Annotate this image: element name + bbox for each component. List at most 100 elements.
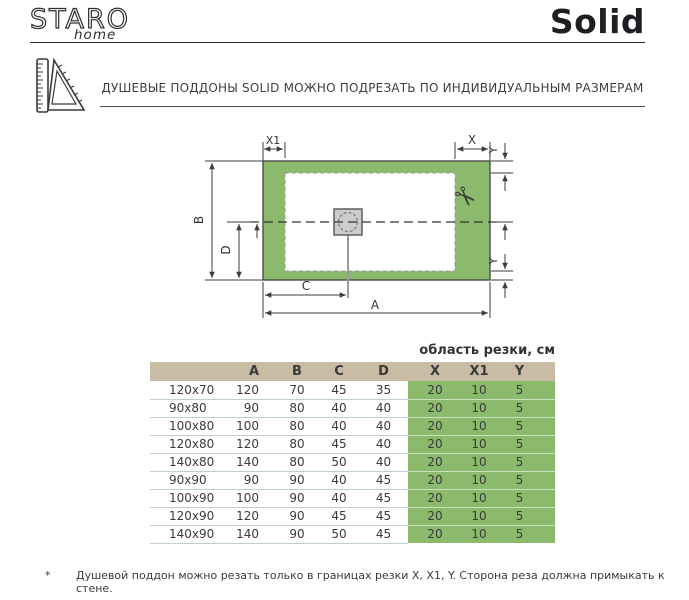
value-cell: 10 (462, 525, 502, 544)
table-row: 100x80 100 80 40 40 20 10 5 (150, 417, 555, 436)
value-cell: 50 (319, 453, 359, 472)
value-cell: 45 (359, 471, 408, 490)
value-cell: 80 (275, 417, 319, 436)
value-cell: 40 (359, 453, 408, 472)
value-cell: 20 (408, 381, 462, 400)
value-cell: 5 (502, 435, 555, 454)
value-cell: 90 (225, 471, 275, 490)
value-cell: 90 (275, 471, 319, 490)
value-cell: 20 (408, 417, 462, 436)
value-cell: 10 (462, 489, 502, 508)
value-cell: 45 (359, 489, 408, 508)
value-cell: 10 (462, 417, 502, 436)
banner-text: ДУШЕВЫЕ ПОДДОНЫ SOLID МОЖНО ПОДРЕЗАТЬ ПО… (101, 81, 644, 95)
table-row: 100x90 100 90 40 45 20 10 5 (150, 489, 555, 508)
value-cell: 40 (359, 417, 408, 436)
value-cell: 120 (225, 381, 275, 400)
value-cell: 10 (462, 453, 502, 472)
value-cell: 120 (225, 435, 275, 454)
value-cell: 90 (275, 525, 319, 544)
value-cell: 80 (275, 453, 319, 472)
value-cell: 5 (502, 507, 555, 526)
value-cell: 100 (225, 417, 275, 436)
value-cell: 45 (359, 525, 408, 544)
value-cell: 20 (408, 471, 462, 490)
value-cell: 100 (225, 489, 275, 508)
value-cell: 70 (275, 381, 319, 400)
label-a: A (371, 298, 380, 312)
header-divider (30, 42, 645, 43)
size-cell: 100x80 (150, 417, 225, 436)
value-cell: 5 (502, 381, 555, 400)
size-table: A B C D X X1 Y 120x70 120 70 45 35 20 10 5 90x80… (150, 362, 555, 544)
label-x1: X1 (266, 134, 281, 147)
label-c: C (302, 279, 310, 293)
label-x: X (468, 133, 476, 147)
size-cell: 140x90 (150, 525, 225, 544)
col-a: A (225, 362, 275, 381)
table-row: 90x80 90 80 40 40 20 10 5 (150, 399, 555, 418)
value-cell: 10 (462, 381, 502, 400)
value-cell: 10 (462, 471, 502, 490)
size-table-body: 120x70 120 70 45 35 20 10 5 90x80 90 80 40 40 20 10 5 10… (150, 381, 555, 544)
col-d: D (359, 362, 408, 381)
value-cell: 5 (502, 525, 555, 544)
col-c: C (319, 362, 359, 381)
col-size (150, 362, 225, 381)
brand-logo: STARO home (29, 4, 131, 43)
value-cell: 140 (225, 525, 275, 544)
tray-cutting-diagram: B D X1 X Y Y C A ✂ (192, 133, 513, 318)
value-cell: 20 (408, 507, 462, 526)
page-title: Solid (549, 2, 645, 41)
value-cell: 45 (319, 381, 359, 400)
size-cell: 120x70 (150, 381, 225, 400)
value-cell: 20 (408, 435, 462, 454)
cut-area-title: область резки, см (419, 343, 555, 358)
size-cell: 100x90 (150, 489, 225, 508)
value-cell: 40 (319, 399, 359, 418)
value-cell: 40 (319, 471, 359, 490)
value-cell: 10 (462, 507, 502, 526)
value-cell: 120 (225, 507, 275, 526)
size-cell: 120x90 (150, 507, 225, 526)
label-y-top: Y (487, 146, 500, 154)
brand-sub-name: home (74, 27, 117, 43)
value-cell: 80 (275, 435, 319, 454)
brand-name: STARO (29, 4, 131, 35)
value-cell: 5 (502, 453, 555, 472)
value-cell: 10 (462, 399, 502, 418)
value-cell: 20 (408, 525, 462, 544)
size-cell: 140x80 (150, 453, 225, 472)
value-cell: 20 (408, 489, 462, 508)
value-cell: 20 (408, 399, 462, 418)
table-row: 140x80 140 80 50 40 20 10 5 (150, 453, 555, 472)
value-cell: 10 (462, 435, 502, 454)
value-cell: 40 (359, 399, 408, 418)
value-cell: 20 (408, 453, 462, 472)
banner-divider (100, 106, 645, 107)
table-row: 90x90 90 90 40 45 20 10 5 (150, 471, 555, 490)
col-x: X (408, 362, 462, 381)
label-d: D (219, 245, 233, 254)
col-b: B (275, 362, 319, 381)
ruler-triangle-icon (36, 57, 86, 113)
value-cell: 45 (319, 435, 359, 454)
value-cell: 90 (225, 399, 275, 418)
table-row: 120x90 120 90 45 45 20 10 5 (150, 507, 555, 526)
value-cell: 140 (225, 453, 275, 472)
value-cell: 45 (319, 507, 359, 526)
value-cell: 5 (502, 489, 555, 508)
value-cell: 40 (359, 435, 408, 454)
col-x1: X1 (462, 362, 502, 381)
table-row: 140x90 140 90 50 45 20 10 5 (150, 525, 555, 544)
value-cell: 5 (502, 399, 555, 418)
size-cell: 90x90 (150, 471, 225, 490)
label-b: B (192, 216, 206, 224)
col-y: Y (502, 362, 555, 381)
size-cell: 90x80 (150, 399, 225, 418)
table-row: 120x80 120 80 45 40 20 10 5 (150, 435, 555, 454)
value-cell: 5 (502, 471, 555, 490)
value-cell: 35 (359, 381, 408, 400)
table-row: 120x70 120 70 45 35 20 10 5 (150, 381, 555, 400)
footnote: * Душевой поддон можно резать только в г… (45, 569, 665, 595)
